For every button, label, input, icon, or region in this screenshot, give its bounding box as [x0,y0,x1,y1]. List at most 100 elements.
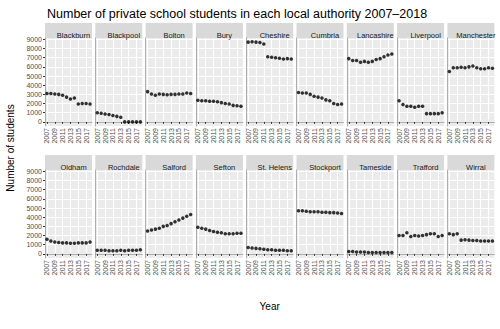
svg-text:2015: 2015 [326,128,333,144]
svg-text:St. Helens: St. Helens [257,163,292,172]
svg-text:2015: 2015 [477,260,484,276]
svg-text:2011: 2011 [260,128,267,143]
svg-text:2007: 2007 [94,260,101,276]
svg-text:2017: 2017 [384,260,391,276]
svg-text:2015: 2015 [226,128,233,144]
svg-text:2011: 2011 [260,260,267,275]
svg-text:2007: 2007 [396,260,403,276]
svg-text:2017: 2017 [485,128,492,144]
svg-text:2013: 2013 [117,260,124,276]
svg-text:2015: 2015 [125,260,132,276]
svg-text:2007: 2007 [446,260,453,276]
svg-text:2007: 2007 [446,128,453,144]
svg-text:2013: 2013 [67,260,74,276]
svg-text:2011: 2011 [160,128,167,143]
svg-text:2017: 2017 [183,128,190,144]
svg-text:Manchester: Manchester [456,31,496,40]
svg-text:Liverpool: Liverpool [410,31,441,40]
svg-text:2015: 2015 [326,260,333,276]
svg-text:Lancashire: Lancashire [357,31,394,40]
svg-text:2011: 2011 [311,260,318,275]
svg-text:2011: 2011 [59,260,66,275]
svg-text:2007: 2007 [43,260,50,276]
svg-text:2007: 2007 [295,260,302,276]
svg-text:2013: 2013 [218,128,225,144]
svg-text:2011: 2011 [210,260,217,275]
svg-text:2013: 2013 [168,260,175,276]
svg-text:2011: 2011 [210,128,217,143]
svg-text:2017: 2017 [435,128,442,144]
svg-text:2007: 2007 [94,128,101,144]
svg-text:2007: 2007 [345,128,352,144]
svg-text:2017: 2017 [83,260,90,276]
svg-text:2017: 2017 [435,260,442,276]
svg-text:2009: 2009 [252,260,259,276]
svg-text:2017: 2017 [234,128,241,144]
svg-text:2017: 2017 [334,260,341,276]
svg-text:Wirral: Wirral [466,163,486,172]
svg-text:Sefton: Sefton [214,163,236,172]
svg-text:Bolton: Bolton [163,31,184,40]
svg-text:8000: 8000 [26,177,42,184]
svg-text:2011: 2011 [462,260,469,275]
svg-text:Blackpool: Blackpool [108,31,141,40]
svg-text:2007: 2007 [245,128,252,144]
svg-text:Cheshire: Cheshire [260,31,290,40]
svg-text:2011: 2011 [59,128,66,143]
svg-text:2007: 2007 [194,260,201,276]
svg-text:2009: 2009 [353,128,360,144]
svg-text:2009: 2009 [454,128,461,144]
svg-text:Salford: Salford [162,163,186,172]
svg-text:5000: 5000 [26,205,42,212]
svg-text:2013: 2013 [318,260,325,276]
svg-text:2007: 2007 [194,128,201,144]
svg-text:2017: 2017 [234,260,241,276]
svg-text:2009: 2009 [303,128,310,144]
svg-text:2017: 2017 [133,260,140,276]
svg-text:2009: 2009 [303,260,310,276]
svg-text:2009: 2009 [252,128,259,144]
svg-text:2013: 2013 [218,260,225,276]
svg-text:2009: 2009 [202,260,209,276]
svg-text:2015: 2015 [175,128,182,144]
svg-text:Stockport: Stockport [309,163,342,172]
svg-text:Rochdale: Rochdale [108,163,140,172]
svg-text:3000: 3000 [26,91,42,98]
svg-text:Number of students: Number of students [5,104,16,191]
svg-text:2011: 2011 [462,128,469,143]
svg-text:2000: 2000 [26,232,42,239]
svg-text:2013: 2013 [469,260,476,276]
svg-text:9000: 9000 [26,168,42,175]
svg-text:Trafford: Trafford [413,163,439,172]
svg-text:2007: 2007 [245,260,252,276]
svg-text:2007: 2007 [144,260,151,276]
svg-text:2007: 2007 [43,128,50,144]
svg-text:2017: 2017 [284,260,291,276]
svg-text:2009: 2009 [51,128,58,144]
svg-text:2011: 2011 [311,128,318,143]
svg-text:2015: 2015 [276,128,283,144]
svg-text:2013: 2013 [369,128,376,144]
svg-text:2011: 2011 [411,128,418,143]
svg-text:2013: 2013 [318,128,325,144]
svg-text:2017: 2017 [83,128,90,144]
svg-text:Cumbria: Cumbria [311,31,340,40]
svg-text:2013: 2013 [369,260,376,276]
svg-text:4000: 4000 [26,82,42,89]
svg-text:1000: 1000 [26,109,42,116]
svg-text:2015: 2015 [75,128,82,144]
svg-text:2015: 2015 [377,260,384,276]
svg-text:7000: 7000 [26,54,42,61]
svg-text:Number of private school stude: Number of private school students in eac… [47,7,427,21]
svg-text:1000: 1000 [26,241,42,248]
svg-text:2017: 2017 [384,128,391,144]
svg-text:Bury: Bury [217,31,233,40]
svg-text:Oldham: Oldham [60,163,86,172]
svg-text:2009: 2009 [102,128,109,144]
svg-text:9000: 9000 [26,36,42,43]
svg-text:3000: 3000 [26,223,42,230]
svg-text:2013: 2013 [168,128,175,144]
svg-text:2009: 2009 [353,260,360,276]
svg-text:2015: 2015 [427,260,434,276]
svg-text:2017: 2017 [284,128,291,144]
